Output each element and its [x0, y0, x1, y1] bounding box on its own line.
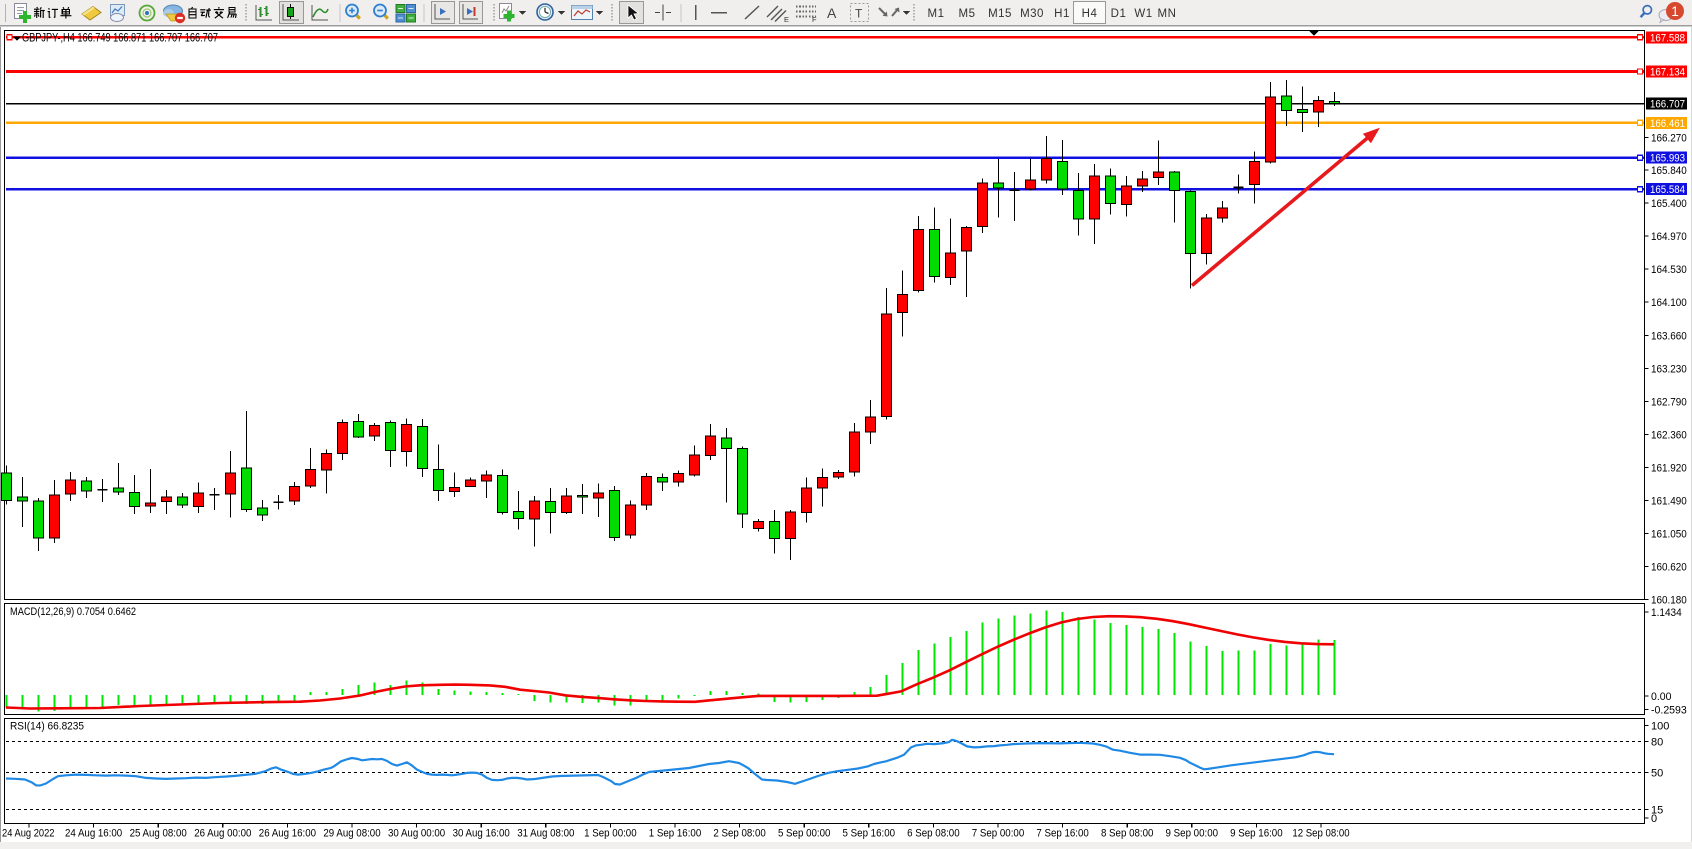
svg-text:160.620: 160.620 [1651, 562, 1687, 574]
svg-text:160.180: 160.180 [1651, 595, 1687, 607]
svg-text:1.1434: 1.1434 [1651, 607, 1682, 619]
svg-text:50: 50 [1651, 768, 1663, 780]
svg-text:5 Sep 00:00: 5 Sep 00:00 [778, 828, 831, 840]
svg-text:31 Aug 08:00: 31 Aug 08:00 [517, 828, 574, 840]
svg-text:GBPJPY-,H4 166.749 166.871 16: GBPJPY-,H4 166.749 166.871 166.707 166.7… [22, 33, 218, 45]
svg-text:162.360: 162.360 [1651, 430, 1687, 442]
svg-text:163.660: 163.660 [1651, 331, 1687, 343]
svg-text:30 Aug 16:00: 30 Aug 16:00 [453, 828, 510, 840]
svg-text:164.530: 164.530 [1651, 264, 1687, 276]
svg-text:161.490: 161.490 [1651, 496, 1687, 508]
svg-text:166.270: 166.270 [1651, 133, 1687, 145]
svg-text:80: 80 [1651, 736, 1663, 748]
svg-text:7 Sep 00:00: 7 Sep 00:00 [972, 828, 1025, 840]
svg-text:2 Sep 08:00: 2 Sep 08:00 [713, 828, 766, 840]
svg-text:26 Aug 16:00: 26 Aug 16:00 [259, 828, 316, 840]
svg-text:15: 15 [1651, 804, 1663, 816]
svg-text:A: A [827, 5, 837, 21]
svg-text:9 Sep 16:00: 9 Sep 16:00 [1230, 828, 1283, 840]
svg-text:MACD(12,26,9) 0.7054 0.6462: MACD(12,26,9) 0.7054 0.6462 [10, 606, 136, 618]
svg-text:165.400: 165.400 [1651, 198, 1687, 210]
svg-text:M15: M15 [988, 8, 1012, 20]
svg-text:24 Aug 2022: 24 Aug 2022 [2, 828, 55, 840]
svg-text:167.134: 167.134 [1650, 67, 1685, 79]
svg-text:M1: M1 [928, 8, 945, 20]
svg-text:RSI(14) 66.8235: RSI(14) 66.8235 [10, 721, 84, 733]
svg-text:29 Aug 08:00: 29 Aug 08:00 [323, 828, 380, 840]
svg-text:164.970: 164.970 [1651, 231, 1687, 243]
svg-text:166.461: 166.461 [1650, 118, 1685, 130]
svg-text:100: 100 [1651, 721, 1669, 733]
svg-text:25 Aug 08:00: 25 Aug 08:00 [130, 828, 187, 840]
svg-text:-0.2593: -0.2593 [1651, 704, 1687, 716]
svg-text:MN: MN [1158, 8, 1177, 20]
svg-text:M30: M30 [1020, 8, 1044, 20]
svg-text:161.050: 161.050 [1651, 529, 1687, 541]
svg-text:165.993: 165.993 [1650, 153, 1685, 165]
svg-text:24 Aug 16:00: 24 Aug 16:00 [65, 828, 122, 840]
svg-text:163.230: 163.230 [1651, 364, 1687, 376]
svg-text:165.840: 165.840 [1651, 165, 1687, 177]
svg-text:F: F [812, 15, 817, 24]
svg-text:T: T [855, 7, 863, 21]
svg-text:D1: D1 [1111, 8, 1127, 20]
svg-text:26 Aug 00:00: 26 Aug 00:00 [194, 828, 251, 840]
svg-text:165.584: 165.584 [1650, 184, 1685, 196]
svg-text:E: E [784, 15, 789, 24]
svg-text:7 Sep 16:00: 7 Sep 16:00 [1036, 828, 1089, 840]
svg-text:M5: M5 [959, 8, 976, 20]
svg-text:166.707: 166.707 [1650, 99, 1685, 111]
svg-text:1 Sep 00:00: 1 Sep 00:00 [584, 828, 637, 840]
svg-text:5 Sep 16:00: 5 Sep 16:00 [843, 828, 896, 840]
svg-text:162.790: 162.790 [1651, 397, 1687, 409]
svg-text:0: 0 [1651, 813, 1657, 825]
svg-text:W1: W1 [1134, 8, 1152, 20]
svg-text:8 Sep 08:00: 8 Sep 08:00 [1101, 828, 1154, 840]
svg-text:30 Aug 00:00: 30 Aug 00:00 [388, 828, 445, 840]
svg-text:1 Sep 16:00: 1 Sep 16:00 [649, 828, 702, 840]
svg-text:12 Sep 08:00: 12 Sep 08:00 [1292, 828, 1349, 840]
svg-text:H4: H4 [1082, 8, 1098, 20]
svg-text:1: 1 [1671, 4, 1679, 19]
svg-text:164.100: 164.100 [1651, 297, 1687, 309]
svg-text:9 Sep 00:00: 9 Sep 00:00 [1166, 828, 1219, 840]
svg-text:167.588: 167.588 [1650, 32, 1685, 44]
svg-text:6 Sep 08:00: 6 Sep 08:00 [907, 828, 960, 840]
svg-text:0.00: 0.00 [1651, 691, 1672, 703]
svg-text:161.920: 161.920 [1651, 463, 1687, 475]
svg-text:H1: H1 [1054, 8, 1070, 20]
